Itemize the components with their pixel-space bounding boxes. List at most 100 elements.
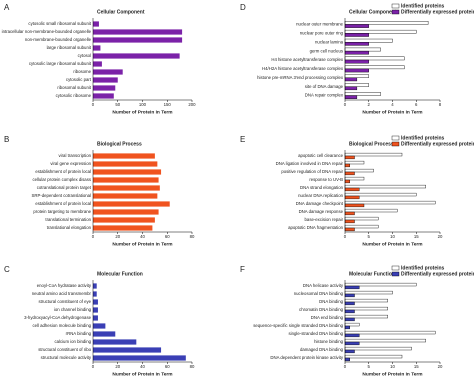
legend-swatch xyxy=(391,3,400,9)
category-label: histone binding xyxy=(314,339,344,344)
legend-swatch xyxy=(391,265,400,271)
category-label: nuclear outer membrane xyxy=(296,22,343,27)
category-label: cellular protein complex disass xyxy=(32,177,91,182)
bar xyxy=(344,298,388,303)
category-label: DNA repair complex xyxy=(305,93,344,98)
category-label: DNA damage response xyxy=(299,209,344,214)
bar xyxy=(344,184,426,189)
bar xyxy=(344,349,355,354)
category-label: nucleosomal DNA binding xyxy=(294,291,344,296)
bar xyxy=(344,152,403,157)
x-tick-label: 40 xyxy=(140,234,145,239)
bar xyxy=(93,85,116,91)
bar xyxy=(344,219,355,224)
bar xyxy=(344,179,350,184)
category-label: DNA dependent protein kinase activity xyxy=(270,355,343,360)
bar xyxy=(93,331,116,337)
bar xyxy=(93,185,160,191)
bar xyxy=(93,53,180,59)
category-label: DNA ligation involved in DNA repair xyxy=(276,161,344,166)
x-tick-label: 5 xyxy=(368,364,371,369)
category-label: ribosome xyxy=(73,69,91,74)
x-tick-label: 2 xyxy=(368,102,371,107)
x-tick-label: 0 xyxy=(344,364,347,369)
x-tick-label: 60 xyxy=(165,364,170,369)
panel-label: A xyxy=(4,3,10,12)
category-label: structural molecule activity xyxy=(41,355,92,360)
x-tick-label: 0 xyxy=(344,234,347,239)
bar xyxy=(344,56,405,61)
bar xyxy=(93,355,186,361)
bar xyxy=(344,325,350,330)
bar xyxy=(93,339,137,345)
category-label: SRP-dependent cotranslational xyxy=(32,193,92,198)
x-tick-label: 15 xyxy=(414,234,419,239)
x-tick-label: 10 xyxy=(390,234,395,239)
category-label: viral transcription xyxy=(59,153,92,158)
bar xyxy=(344,192,417,197)
x-tick-label: 100 xyxy=(139,102,147,107)
panel-label: D xyxy=(240,3,246,12)
x-tick-label: 150 xyxy=(164,102,172,107)
bar xyxy=(344,216,379,221)
category-label: structural constituent of eye xyxy=(38,299,91,304)
x-tick-label: 0 xyxy=(92,364,95,369)
category-label: translational termination xyxy=(45,217,91,222)
bar xyxy=(344,21,429,25)
panel-label: E xyxy=(240,135,245,144)
bar xyxy=(93,37,183,43)
bar xyxy=(93,323,106,329)
bar xyxy=(93,153,155,159)
bar xyxy=(93,45,101,51)
category-label: H4 histone acetyltransferase complex xyxy=(271,57,344,62)
x-tick-label: 20 xyxy=(438,234,443,239)
x-axis-label: Number of Protein in Term xyxy=(362,241,422,247)
category-label: site of DNA damage xyxy=(305,84,344,89)
bar xyxy=(344,208,398,213)
x-tick-label: 80 xyxy=(190,364,195,369)
category-label: sequence-specific single stranded DNA bi… xyxy=(253,323,343,328)
x-tick-label: 0 xyxy=(92,234,95,239)
bar xyxy=(344,357,350,362)
category-label: translational elongation xyxy=(47,225,92,230)
bar xyxy=(93,93,114,99)
category-label: cotranslational protein target xyxy=(37,185,92,190)
category-label: nuclear lamina xyxy=(315,39,344,44)
bar xyxy=(344,354,403,359)
bar xyxy=(344,203,365,208)
bar xyxy=(344,211,355,216)
category-label: H4/H2A histone acetyltransferase complex xyxy=(262,66,344,71)
category-label: rRNA binding xyxy=(66,331,92,336)
x-tick-label: 10 xyxy=(390,364,395,369)
bar xyxy=(344,171,355,176)
panel-label: F xyxy=(240,265,245,274)
bar xyxy=(93,209,159,215)
chart-title: Molecular Function xyxy=(349,271,395,277)
x-tick-label: 200 xyxy=(188,102,196,107)
x-axis-label: Number of Protein in Term xyxy=(362,371,422,377)
x-tick-label: 20 xyxy=(115,234,120,239)
x-tick-label: 8 xyxy=(439,102,442,107)
legend-label: Identified proteins xyxy=(401,135,445,141)
bar xyxy=(344,168,374,173)
bar xyxy=(344,301,355,306)
bar xyxy=(93,169,162,175)
panel-label: C xyxy=(4,265,10,274)
bar xyxy=(344,95,358,99)
x-tick-label: 5 xyxy=(368,234,371,239)
category-label: cell adhesion molecule binding xyxy=(32,323,91,328)
legend-swatch xyxy=(391,9,400,15)
bar xyxy=(93,307,98,313)
bar xyxy=(93,61,102,67)
bar xyxy=(93,193,158,199)
bar xyxy=(344,83,369,87)
bar xyxy=(344,227,355,232)
bar xyxy=(344,50,369,55)
x-tick-label: 0 xyxy=(92,102,95,107)
bar xyxy=(344,33,369,37)
bar xyxy=(93,21,99,27)
category-label: DNA damage checkpoint xyxy=(296,201,344,206)
category-label: establishment of protein local xyxy=(35,169,91,174)
legend-label: Differentially expressed proteins xyxy=(401,271,474,277)
category-label: ion channel binding xyxy=(54,307,92,312)
